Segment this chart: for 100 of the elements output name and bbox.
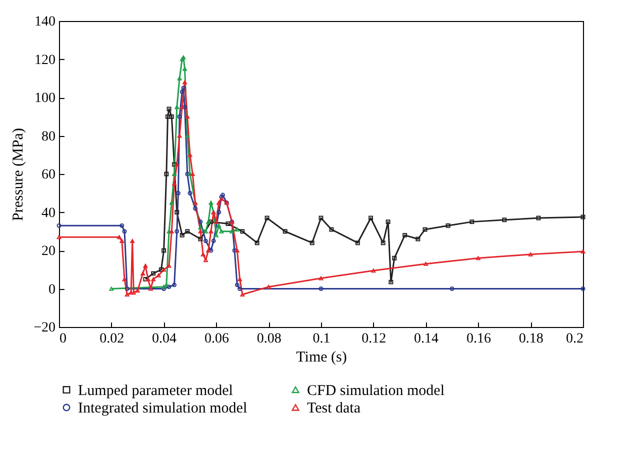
point: [177, 134, 182, 138]
point: [185, 229, 190, 234]
point: [151, 277, 156, 282]
point: [122, 229, 127, 234]
point: [172, 162, 177, 167]
point: [172, 172, 177, 176]
point: [198, 229, 203, 234]
point: [318, 286, 324, 291]
point: [177, 76, 182, 80]
x-axis-title: Time (s): [296, 350, 347, 366]
point: [120, 238, 124, 243]
x-tick-label: 0.12: [362, 332, 386, 346]
point: [206, 248, 211, 252]
point: [164, 282, 169, 287]
point: [386, 220, 390, 224]
point: [182, 104, 187, 110]
point: [208, 248, 214, 253]
point: [151, 271, 156, 276]
point: [130, 238, 135, 243]
point: [174, 210, 180, 214]
x-tick-label: 0.1: [312, 332, 330, 346]
point: [198, 236, 203, 242]
point: [158, 267, 164, 272]
point: [169, 114, 174, 119]
point: [180, 90, 184, 94]
point: [392, 256, 397, 260]
point: [240, 292, 245, 296]
point: [162, 248, 166, 253]
x-tick-label: 0: [60, 332, 66, 346]
point: [198, 226, 203, 230]
point: [266, 284, 271, 289]
x-tick-label: 0.02: [100, 332, 124, 346]
point: [203, 238, 208, 244]
point: [172, 282, 177, 288]
y-tick-label: −20: [34, 320, 56, 336]
point: [580, 214, 586, 220]
point: [166, 284, 172, 290]
point: [174, 229, 180, 234]
point: [188, 152, 192, 157]
point: [164, 172, 169, 176]
line-series: [143, 106, 586, 284]
y-tick-label: 100: [34, 91, 56, 106]
point: [128, 290, 134, 295]
point: [219, 229, 224, 234]
point: [162, 286, 166, 291]
point: [528, 252, 533, 256]
point: [230, 229, 234, 234]
point: [143, 264, 148, 268]
point: [177, 114, 182, 119]
point: [117, 235, 122, 240]
point: [166, 114, 170, 119]
point: [208, 200, 214, 205]
legend-label: Integrated simulation model: [78, 400, 248, 416]
point: [190, 172, 195, 176]
legend-label: Lumped parameter model: [78, 382, 233, 399]
point: [234, 248, 240, 252]
point: [371, 268, 376, 273]
line-series: [109, 55, 240, 291]
point: [109, 286, 114, 291]
point: [176, 190, 180, 196]
point: [166, 229, 172, 234]
point: [318, 216, 324, 220]
point: [240, 229, 245, 234]
y-tick-label: 80: [42, 129, 56, 144]
point: [203, 229, 208, 234]
point: [120, 223, 124, 228]
point: [122, 277, 127, 282]
point: [254, 240, 260, 246]
x-tick-label: 0.2: [566, 332, 584, 346]
point: [162, 268, 166, 272]
point: [234, 282, 240, 288]
point: [232, 248, 237, 253]
point: [282, 229, 288, 234]
point: [238, 277, 242, 282]
y-tick-label: 140: [34, 14, 56, 30]
x-tick-label: 0.14: [414, 332, 439, 346]
point: [216, 224, 222, 228]
point: [185, 172, 190, 176]
point: [185, 114, 190, 119]
point: [446, 223, 450, 228]
x-tick-label: 0.06: [204, 332, 229, 346]
point: [470, 220, 474, 224]
point: [182, 66, 187, 71]
point: [172, 182, 177, 186]
y-tick-label: 120: [34, 52, 56, 68]
point: [216, 210, 222, 214]
point: [416, 236, 420, 242]
point: [174, 105, 180, 110]
point: [476, 256, 480, 260]
point: [180, 105, 184, 110]
x-tick-label: 0.18: [518, 332, 544, 346]
point: [211, 238, 216, 244]
point: [174, 162, 180, 166]
point: [206, 220, 211, 224]
point: [318, 276, 324, 280]
point: [234, 227, 240, 232]
point: [450, 286, 454, 291]
point: [188, 190, 192, 196]
point: [208, 220, 214, 224]
point: [203, 258, 208, 262]
